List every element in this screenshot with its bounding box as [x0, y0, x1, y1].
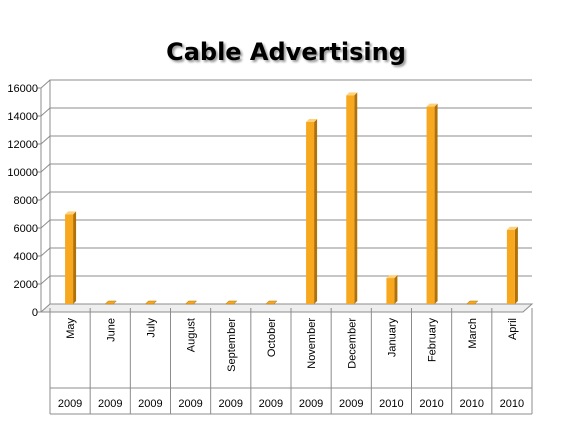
- y-tick-label: 12000: [7, 139, 38, 151]
- category-label: March: [467, 318, 479, 349]
- gridline: [40, 191, 532, 201]
- grid-layer: [39, 79, 534, 313]
- chart-title: Cable Advertising: [166, 38, 406, 66]
- category-label: January: [386, 318, 398, 358]
- category-label: November: [306, 318, 318, 369]
- year-label: 2009: [259, 398, 283, 410]
- bar: [184, 300, 198, 305]
- gridline: [40, 247, 532, 257]
- bar-top: [144, 300, 158, 305]
- bar-top: [346, 92, 358, 96]
- y-tick-labels: 0 2000 4000 6000 8000 10000 12000 14000 16000: [7, 83, 41, 319]
- bar-top: [466, 300, 479, 305]
- year-label: 2009: [58, 398, 82, 410]
- gridline: [40, 219, 532, 229]
- bar-front: [506, 229, 515, 304]
- bar-side: [73, 211, 77, 304]
- year-label: 2009: [98, 398, 122, 410]
- year-label: 2009: [219, 398, 243, 410]
- category-label: February: [427, 318, 439, 363]
- y-tick-label: 14000: [7, 111, 38, 123]
- bar-top: [265, 300, 278, 305]
- bar-side: [514, 226, 518, 304]
- bar-top: [386, 275, 398, 279]
- bar: [65, 211, 77, 304]
- gridline: [40, 275, 532, 285]
- bar-side: [434, 103, 438, 304]
- year-label: 2010: [500, 398, 524, 410]
- y-tick-label: 10000: [7, 167, 38, 179]
- category-label: August: [186, 318, 198, 352]
- year-label: 2010: [379, 398, 403, 410]
- bar: [144, 300, 158, 305]
- bar-front: [426, 106, 435, 304]
- y-tick-label: 16000: [7, 83, 38, 95]
- year-label: 2009: [138, 398, 162, 410]
- category-label: June: [105, 318, 117, 342]
- floor-plane: [39, 303, 534, 313]
- bar-front: [386, 278, 395, 304]
- y-tick-label: 4000: [14, 251, 38, 263]
- category-labels: May 2009 June 2009 July 2009 August 2009 Septemb…: [49, 308, 533, 415]
- bar-top: [104, 300, 117, 305]
- y-tick-label: 0: [32, 307, 38, 319]
- year-label: 2009: [339, 398, 363, 410]
- bar: [426, 103, 438, 304]
- bar: [466, 300, 479, 305]
- y-tick-label: 8000: [14, 195, 38, 207]
- bar: [104, 300, 117, 305]
- gridline: [40, 163, 532, 173]
- bar-top: [426, 103, 438, 107]
- gridline: [40, 79, 532, 89]
- bar-top: [306, 119, 318, 122]
- category-label: October: [266, 318, 278, 357]
- bar-side: [354, 92, 358, 305]
- y-tick-label: 2000: [14, 279, 38, 291]
- category-label: April: [507, 318, 519, 340]
- bar-front: [346, 95, 355, 305]
- category-label: May: [65, 318, 77, 339]
- year-label: 2010: [419, 398, 443, 410]
- y-tick-label: 6000: [14, 223, 38, 235]
- bar: [506, 226, 518, 304]
- gridline: [40, 107, 532, 117]
- bar: [225, 300, 238, 305]
- bar-top: [184, 300, 198, 305]
- bar: [386, 275, 398, 304]
- bar: [346, 92, 358, 305]
- year-label: 2009: [178, 398, 202, 410]
- year-label: 2009: [299, 398, 323, 410]
- bar: [265, 300, 278, 305]
- bar-top: [65, 211, 77, 215]
- bar-top: [506, 226, 518, 230]
- bar-front: [65, 214, 74, 304]
- bar-side: [314, 119, 318, 304]
- category-label: December: [346, 318, 358, 369]
- bar-front: [306, 122, 315, 304]
- category-label: September: [226, 318, 238, 372]
- gridline: [40, 135, 532, 145]
- bar-side: [394, 275, 398, 304]
- bar-layer: [65, 92, 518, 305]
- year-label: 2010: [460, 398, 484, 410]
- category-label: July: [145, 318, 157, 338]
- bar: [306, 119, 318, 304]
- bar-top: [225, 300, 238, 305]
